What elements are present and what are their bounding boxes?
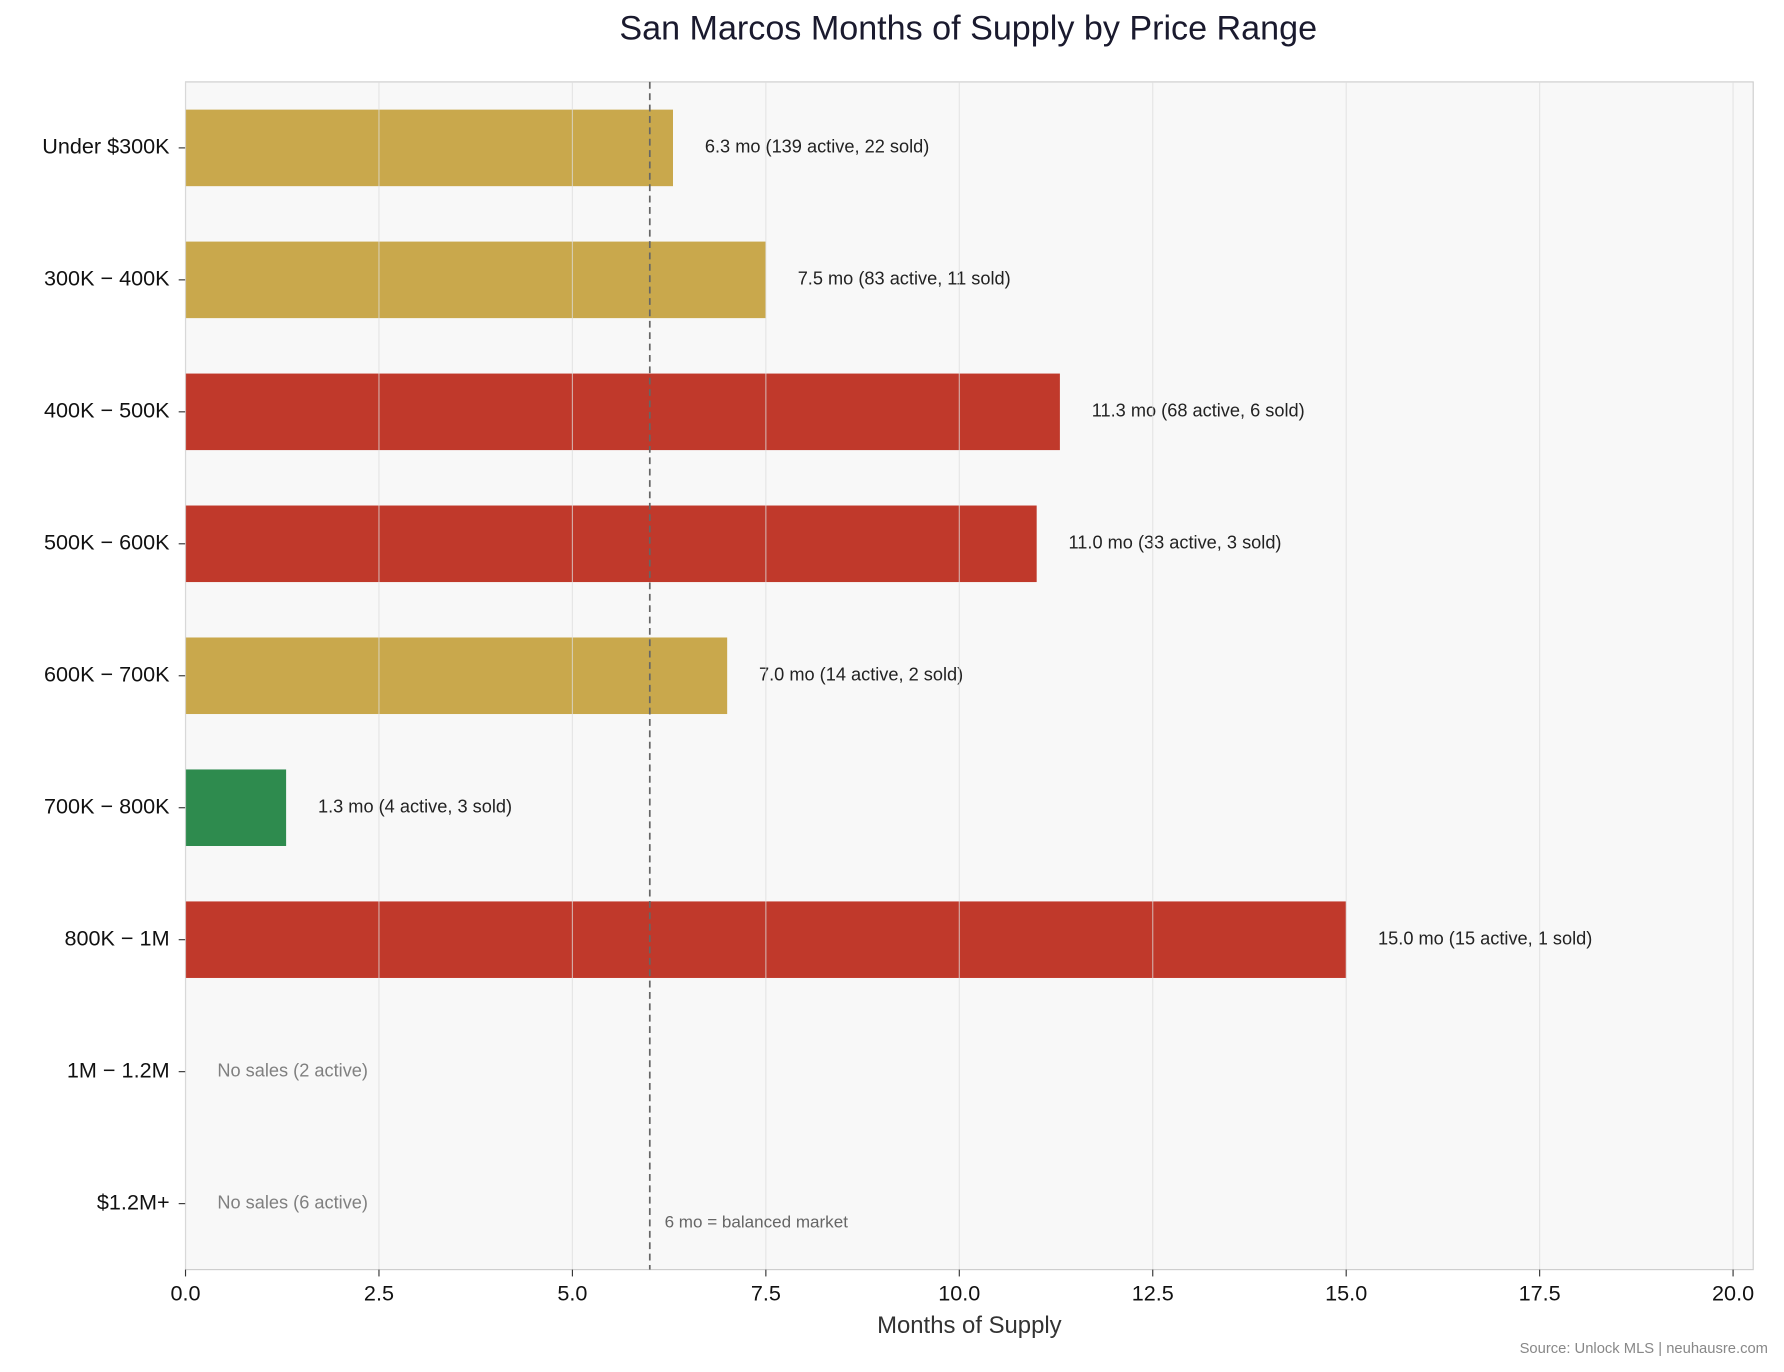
value-label: 15.0 mo (15 active, 1 sold) — [1378, 929, 1592, 949]
x-tick-label: 20.0 — [1712, 1280, 1754, 1305]
bar — [185, 769, 287, 846]
reference-label: 6 mo = balanced market — [665, 1212, 849, 1231]
value-label: 7.5 mo (83 active, 11 sold) — [798, 269, 1011, 289]
x-tick-label: 10.0 — [938, 1280, 980, 1305]
bar — [185, 373, 1060, 451]
y-tick-label: $1.2M+ — [97, 1189, 170, 1214]
value-label: 11.3 mo (68 active, 6 sold) — [1092, 401, 1305, 421]
bar — [185, 637, 728, 715]
y-tick-label: 700K − 800K — [44, 793, 170, 818]
bar — [185, 241, 766, 319]
bar — [185, 505, 1037, 583]
y-tick-label: 400K − 500K — [44, 398, 170, 423]
x-tick-label: 15.0 — [1325, 1280, 1367, 1305]
y-tick-label: 1M − 1.2M — [67, 1057, 170, 1082]
x-tick-label: 0.0 — [170, 1280, 200, 1305]
x-tick-label: 17.5 — [1519, 1280, 1561, 1305]
x-axis-label: Months of Supply — [877, 1312, 1062, 1339]
y-tick-label: 500K − 600K — [44, 529, 170, 554]
y-tick-label: 600K − 700K — [44, 661, 170, 686]
y-tick-label: Under $300K — [42, 134, 170, 159]
x-tick-label: 5.0 — [557, 1280, 587, 1305]
value-label: 7.0 mo (14 active, 2 sold) — [759, 665, 963, 685]
value-label: 1.3 mo (4 active, 3 sold) — [318, 797, 512, 817]
value-label: No sales (6 active) — [217, 1192, 368, 1212]
value-label: No sales (2 active) — [217, 1060, 368, 1080]
value-label: 11.0 mo (33 active, 3 sold) — [1069, 533, 1282, 553]
source-note: Source: Unlock MLS | neuhausre.com — [1520, 1341, 1768, 1357]
y-tick-label: 300K − 400K — [44, 266, 170, 291]
x-tick-label: 7.5 — [751, 1280, 781, 1305]
value-label: 6.3 mo (139 active, 22 sold) — [705, 137, 929, 157]
x-tick-label: 12.5 — [1132, 1280, 1174, 1305]
chart-title: San Marcos Months of Supply by Price Ran… — [619, 10, 1317, 48]
x-tick-label: 2.5 — [364, 1280, 394, 1305]
bar — [185, 109, 674, 187]
y-tick-label: 800K − 1M — [64, 925, 169, 950]
